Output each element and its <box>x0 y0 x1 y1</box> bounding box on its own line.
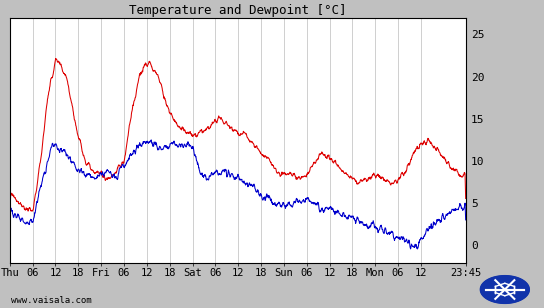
Text: 15: 15 <box>471 115 485 125</box>
Text: 20: 20 <box>471 73 485 83</box>
Text: 5: 5 <box>471 199 478 209</box>
Text: www.vaisala.com: www.vaisala.com <box>11 296 91 305</box>
Title: Temperature and Dewpoint [°C]: Temperature and Dewpoint [°C] <box>129 4 347 17</box>
Polygon shape <box>480 276 529 303</box>
Text: 25: 25 <box>471 30 485 40</box>
Text: 0: 0 <box>471 241 478 251</box>
Text: 10: 10 <box>471 157 485 167</box>
